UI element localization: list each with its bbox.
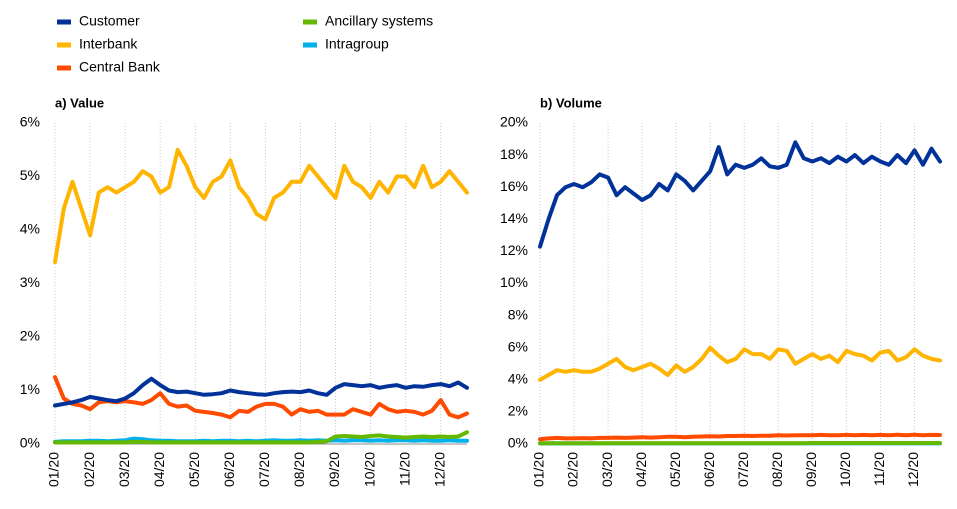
y-tick-label: 0% xyxy=(20,435,40,451)
y-tick-label: 6% xyxy=(20,114,40,130)
y-tick-label: 16% xyxy=(500,178,528,194)
y-tick-label: 20% xyxy=(500,114,528,130)
y-tick-label: 10% xyxy=(500,274,528,290)
x-tick-label: 03/20 xyxy=(599,452,615,487)
x-tick-label: 12/20 xyxy=(905,452,921,487)
x-tick-label: 01/20 xyxy=(531,452,547,487)
x-tick-label: 06/20 xyxy=(701,452,717,487)
chart-title: a) Value xyxy=(55,95,104,110)
x-tick-label: 11/20 xyxy=(871,452,887,486)
x-tick-label: 12/20 xyxy=(431,452,447,487)
y-tick-label: 4% xyxy=(508,371,528,387)
legend-label: Interbank xyxy=(79,36,138,52)
y-tick-label: 5% xyxy=(20,167,40,183)
x-tick-label: 10/20 xyxy=(837,452,853,487)
series-line xyxy=(55,150,467,262)
x-tick-label: 04/20 xyxy=(151,452,167,487)
y-tick-label: 12% xyxy=(500,242,528,258)
x-tick-label: 05/20 xyxy=(667,452,683,487)
x-tick-label: 07/20 xyxy=(735,452,751,487)
x-tick-label: 04/20 xyxy=(633,452,649,487)
y-tick-label: 18% xyxy=(500,146,528,162)
y-tick-label: 3% xyxy=(20,274,40,290)
x-tick-label: 09/20 xyxy=(803,452,819,487)
y-tick-label: 2% xyxy=(20,328,40,344)
series-line xyxy=(55,379,467,406)
x-tick-label: 11/20 xyxy=(396,452,412,486)
x-tick-label: 05/20 xyxy=(186,452,202,487)
x-tick-label: 07/20 xyxy=(256,452,272,487)
y-tick-label: 1% xyxy=(20,381,40,397)
x-tick-label: 09/20 xyxy=(326,452,342,487)
x-tick-label: 02/20 xyxy=(81,452,97,487)
series-line xyxy=(540,142,940,246)
x-tick-label: 03/20 xyxy=(116,452,132,487)
chart-title: b) Volume xyxy=(540,95,602,110)
legend-label: Central Bank xyxy=(79,59,161,75)
y-tick-label: 0% xyxy=(508,435,528,451)
y-tick-label: 4% xyxy=(20,221,40,237)
legend-label: Customer xyxy=(79,13,140,29)
legend-label: Intragroup xyxy=(325,36,389,52)
y-tick-label: 8% xyxy=(508,306,528,322)
x-tick-label: 02/20 xyxy=(565,452,581,487)
series-line xyxy=(55,377,467,417)
y-tick-label: 2% xyxy=(508,403,528,419)
x-tick-label: 08/20 xyxy=(769,452,785,487)
x-tick-label: 01/20 xyxy=(46,452,62,487)
y-tick-label: 6% xyxy=(508,338,528,354)
legend-label: Ancillary systems xyxy=(325,13,433,29)
x-tick-label: 06/20 xyxy=(221,452,237,487)
x-tick-label: 10/20 xyxy=(361,452,377,487)
y-tick-label: 14% xyxy=(500,210,528,226)
x-tick-label: 08/20 xyxy=(291,452,307,487)
